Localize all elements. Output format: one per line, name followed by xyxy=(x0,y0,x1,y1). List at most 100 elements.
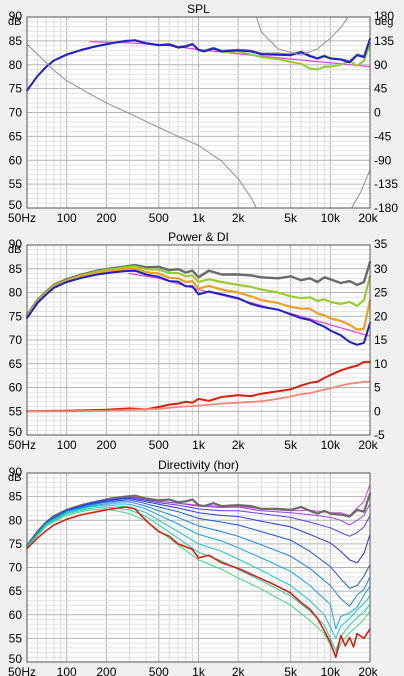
series-line-8 xyxy=(26,503,371,630)
y-tick-label: 50 xyxy=(9,425,23,439)
chart-title: Power & DI xyxy=(168,230,229,244)
x-tick-label: 1k xyxy=(192,438,206,452)
y2-tick-label: -45 xyxy=(374,129,392,143)
y2-tick-label: -135 xyxy=(374,177,398,191)
x-tick-label: 500 xyxy=(149,438,169,452)
series-line-4 xyxy=(26,38,371,92)
x-tick-label: 2k xyxy=(232,438,246,452)
series-line-6 xyxy=(26,499,371,589)
y2-tick-label: 45 xyxy=(374,82,388,96)
y2-tick-label: 30 xyxy=(374,262,388,276)
x-tick-label: 50Hz xyxy=(8,438,36,452)
y-axis-unit: dB xyxy=(8,244,21,256)
x-tick-label: 100 xyxy=(57,665,77,676)
x-tick-label: 5k xyxy=(284,211,298,225)
series-line-7 xyxy=(351,169,371,209)
y-axis-unit: dB xyxy=(8,472,21,484)
series-line-7 xyxy=(26,501,371,607)
x-tick-label: 200 xyxy=(96,665,116,676)
y2-tick-label: 35 xyxy=(374,237,388,251)
y2-tick-label: 10 xyxy=(374,357,388,371)
y-tick-label: 65 xyxy=(9,129,23,143)
x-tick-label: 5k xyxy=(284,438,298,452)
series-line-11 xyxy=(26,508,371,657)
x-tick-label: 20k xyxy=(358,665,378,676)
x-tick-label: 2k xyxy=(232,665,246,676)
y-tick-label: 65 xyxy=(9,584,23,598)
y-tick-label: 50 xyxy=(9,652,23,666)
plot-frame xyxy=(26,472,371,663)
x-tick-label: 2k xyxy=(232,211,246,225)
series-line-5 xyxy=(26,498,371,564)
y-tick-label: 60 xyxy=(9,153,23,167)
x-tick-label: 1k xyxy=(192,211,206,225)
y-tick-label: 65 xyxy=(9,357,23,371)
x-tick-label: 500 xyxy=(149,211,169,225)
series-line-9 xyxy=(26,504,371,639)
y-tick-label: 90 xyxy=(9,9,23,23)
y2-tick-label: 15 xyxy=(374,333,388,347)
y2-tick-label: 0 xyxy=(374,404,381,418)
y-tick-label: 70 xyxy=(9,106,23,120)
series-line-5 xyxy=(26,43,257,209)
x-tick-label: 5k xyxy=(284,665,298,676)
series-line-6 xyxy=(255,16,348,56)
x-tick-label: 20k xyxy=(358,438,378,452)
y-tick-label: 85 xyxy=(9,262,23,276)
series-line-5 xyxy=(26,269,371,346)
y-tick-label: 90 xyxy=(9,237,23,251)
y-tick-label: 55 xyxy=(9,404,23,418)
y2-tick-label: 0 xyxy=(374,106,381,120)
chart-panel-2: Power & DI dB 50 55 60 65 70 75 80 85 90 -5 0 5 10 15 20… xyxy=(8,230,388,452)
y-tick-label: 70 xyxy=(9,561,23,575)
y2-tick-label: 5 xyxy=(374,381,381,395)
y-tick-label: 85 xyxy=(9,34,23,48)
y-tick-label: 80 xyxy=(9,286,23,300)
y-tick-label: 80 xyxy=(9,58,23,72)
x-tick-label: 100 xyxy=(57,438,77,452)
series-line-3 xyxy=(25,265,372,318)
y-tick-label: 55 xyxy=(9,177,23,191)
x-tick-label: 500 xyxy=(149,665,169,676)
x-tick-label: 10k xyxy=(321,665,341,676)
y-axis-unit: dB xyxy=(8,16,21,28)
y-tick-label: 75 xyxy=(9,537,23,551)
series-line-10 xyxy=(26,506,371,652)
chart-title: Directivity (hor) xyxy=(158,458,239,472)
plot-frame xyxy=(26,16,371,209)
x-tick-label: 200 xyxy=(96,211,116,225)
y-tick-label: 60 xyxy=(9,381,23,395)
y2-tick-label: -90 xyxy=(374,153,392,167)
series-line-2 xyxy=(220,43,371,71)
y2-tick-label: 20 xyxy=(374,309,388,323)
y-tick-label: 60 xyxy=(9,608,23,622)
series-line-1 xyxy=(89,41,371,68)
plot-frame xyxy=(26,244,371,436)
y-tick-label: 85 xyxy=(9,490,23,504)
x-tick-label: 200 xyxy=(96,438,116,452)
y-tick-label: 80 xyxy=(9,513,23,527)
x-tick-label: 20k xyxy=(358,211,378,225)
y2-tick-label: 25 xyxy=(374,286,388,300)
y2-tick-label: 90 xyxy=(374,58,388,72)
x-tick-label: 10k xyxy=(321,211,341,225)
x-tick-label: 100 xyxy=(57,211,77,225)
y-tick-label: 75 xyxy=(9,82,23,96)
y-tick-label: 70 xyxy=(9,333,23,347)
chart-panel-3: Directivity (hor) dB 50 55 60 65 70 75 80 85 90 50H… xyxy=(8,458,379,676)
chart-panel-1: SPL dB deg 50 55 60 65 70 75 80 85 90 -180 -135 -90 -45… xyxy=(8,2,398,225)
y-tick-label: 50 xyxy=(9,198,23,212)
chart-title: SPL xyxy=(187,2,210,16)
y-tick-label: 90 xyxy=(9,465,23,479)
y2-tick-label: -5 xyxy=(374,428,385,442)
y-tick-label: 75 xyxy=(9,309,23,323)
series-line-7 xyxy=(26,380,371,413)
y-tick-label: 55 xyxy=(9,631,23,645)
x-tick-label: 50Hz xyxy=(8,665,36,676)
series-line-4 xyxy=(25,267,372,331)
series-line-12 xyxy=(26,506,371,659)
x-tick-label: 50Hz xyxy=(8,211,36,225)
y2-tick-label: 180 xyxy=(374,9,394,23)
